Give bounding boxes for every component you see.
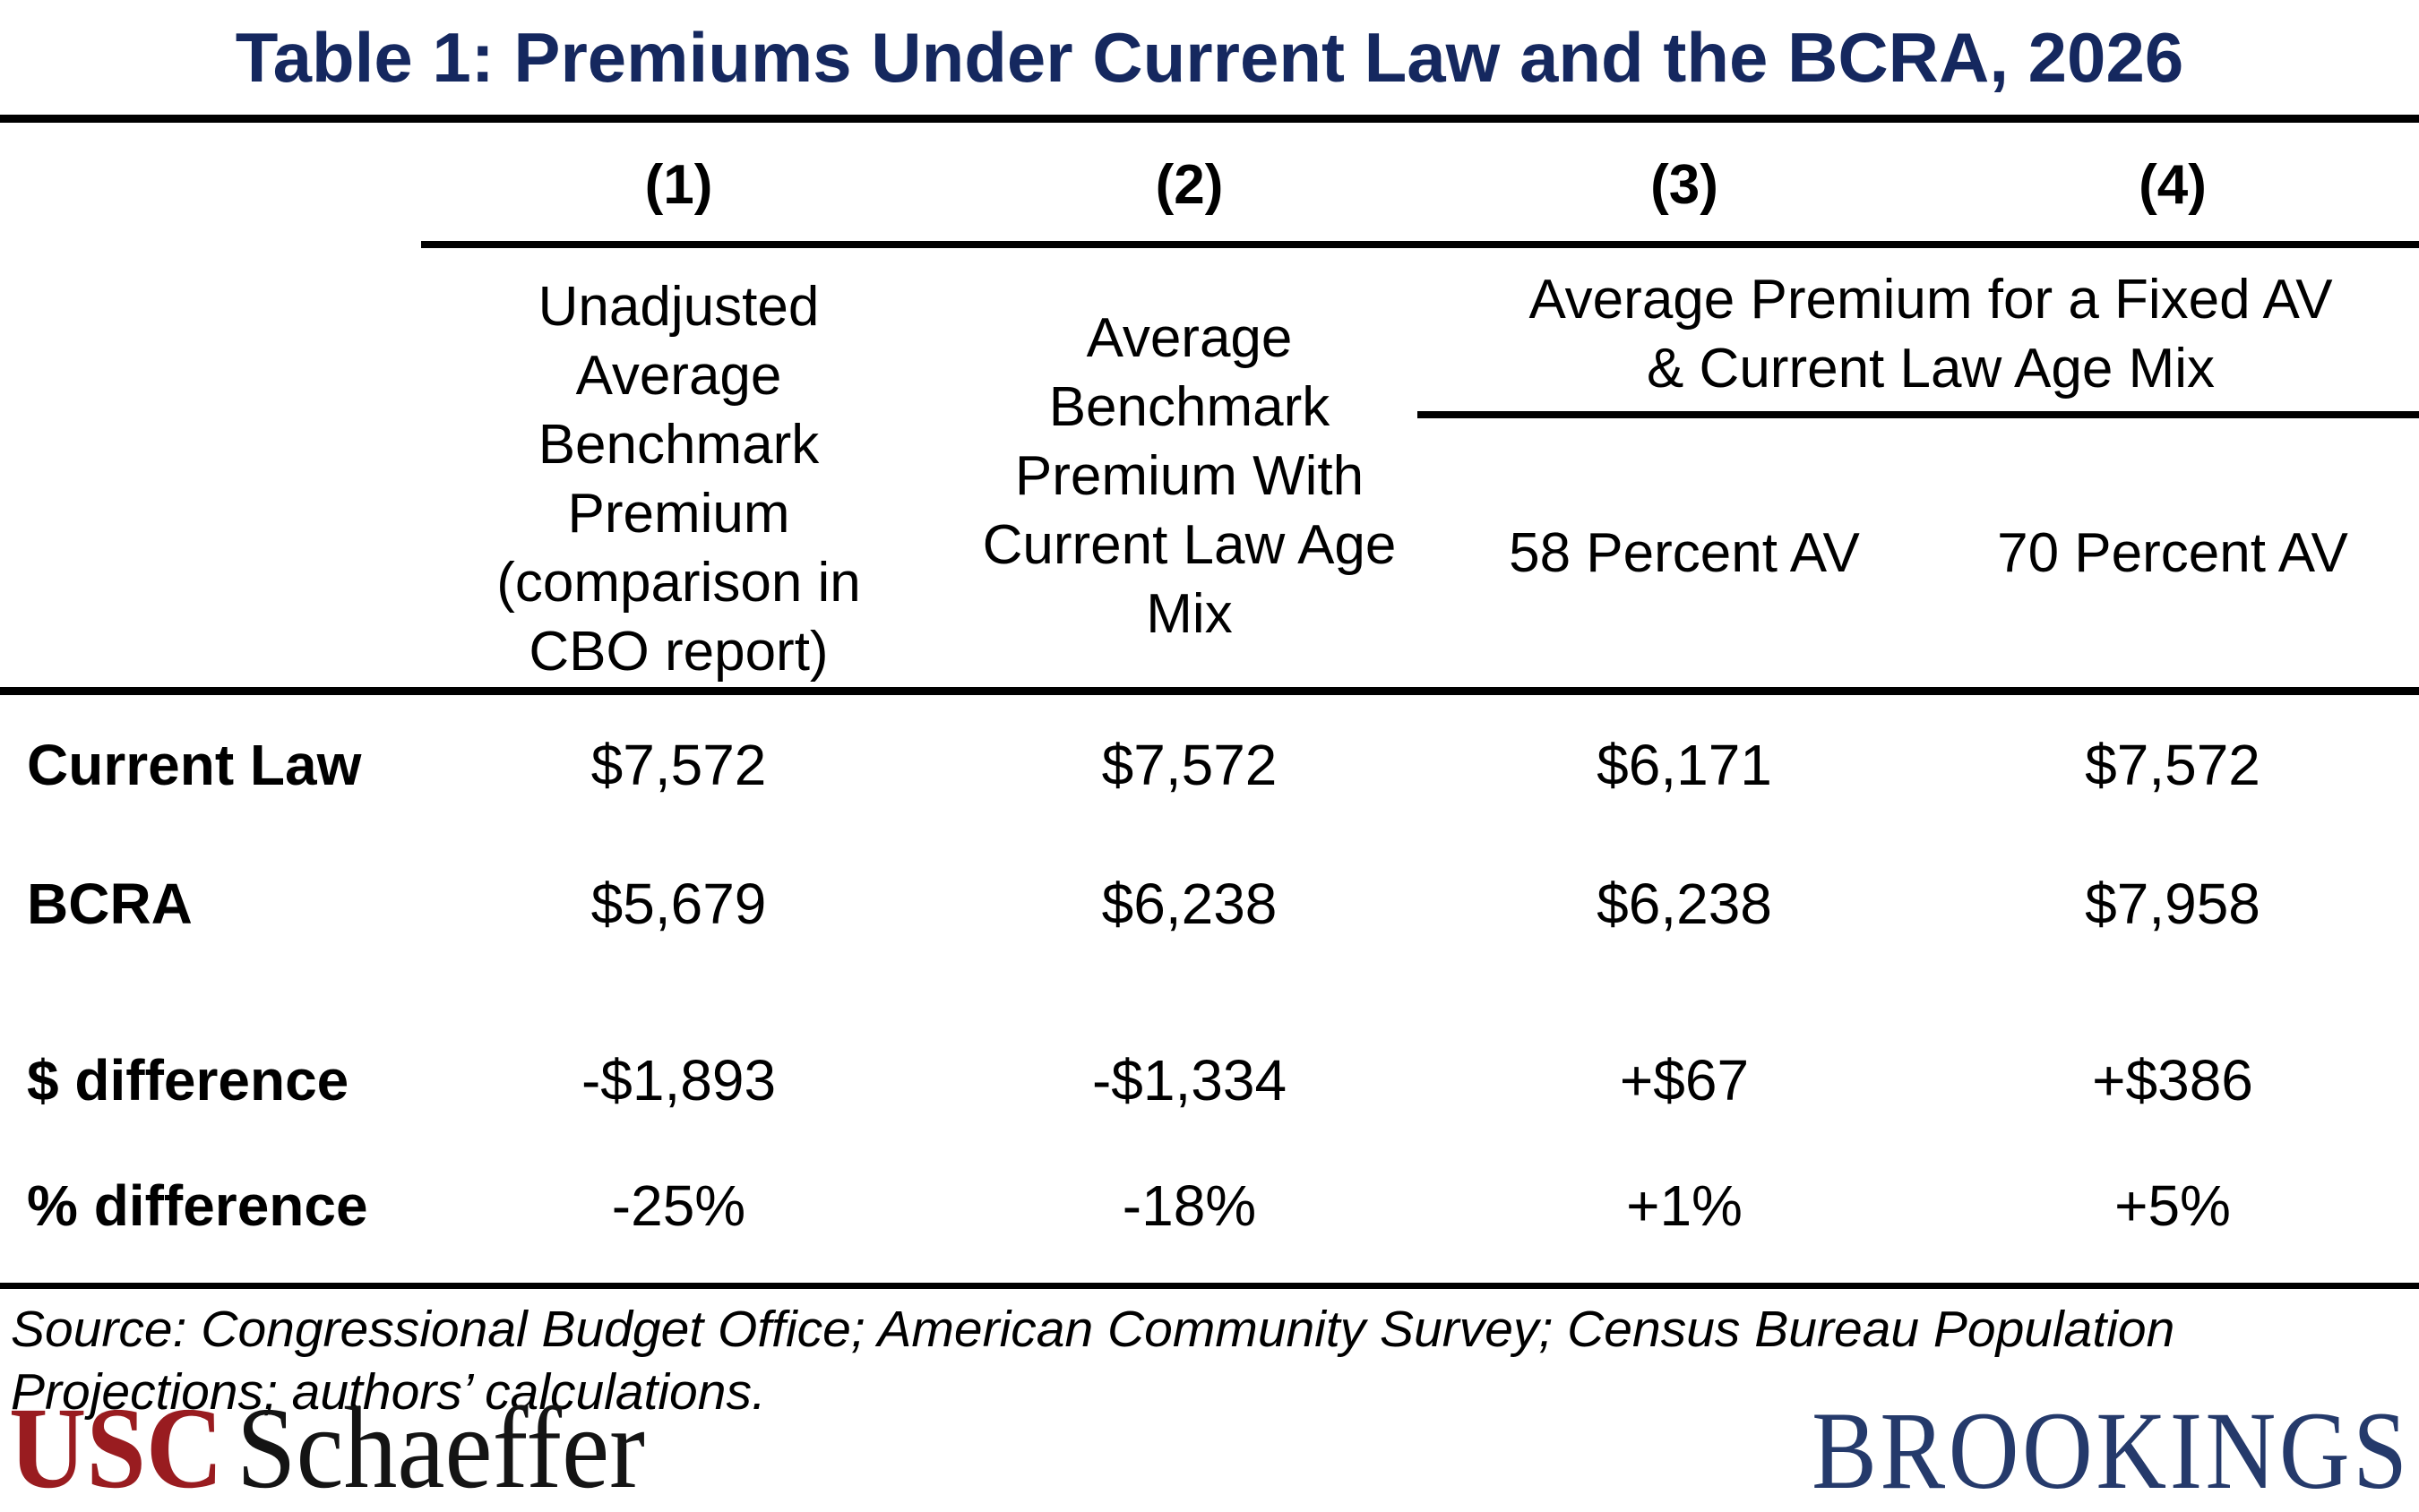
- table-row-dollar-difference: $ difference -$1,893 -$1,334 +$67 +$386: [0, 1018, 2419, 1143]
- group-header-line: Average Premium for a Fixed AV: [1528, 269, 2333, 331]
- table-row-bcra: BCRA $5,679 $6,238 $6,238 $7,958: [0, 834, 2419, 973]
- cell-value: $5,679: [590, 871, 767, 936]
- source-note: Source: Congressional Budget Office; Ame…: [0, 1289, 2419, 1423]
- schaeffer-wordmark: Schaeffer: [236, 1384, 645, 1512]
- source-note-line: Projections; authors’ calculations.: [11, 1363, 766, 1421]
- row-label: Current Law: [27, 732, 362, 797]
- column-2-header-line: Current Law Age: [982, 514, 1397, 576]
- page-title: Table 1: Premiums Under Current Law and …: [235, 17, 2184, 97]
- cell-value: +5%: [2114, 1173, 2231, 1238]
- column-3-header: 58 Percent AV: [1509, 521, 1860, 584]
- column-1-header-line: Benchmark: [538, 414, 820, 476]
- row-label: BCRA: [27, 871, 193, 936]
- cell-value: $6,171: [1597, 732, 1772, 797]
- usc-schaeffer-logo: USC Schaeffer: [9, 1390, 645, 1507]
- group-header-title: Average Premium for a Fixed AV & Current…: [1442, 248, 2419, 403]
- blank-row-spacer: [0, 973, 2419, 1018]
- group-subcolumn-labels: 58 Percent AV 70 Percent AV: [1442, 418, 2419, 687]
- column-2-header-line: Benchmark: [1048, 376, 1330, 438]
- cell-value: +$67: [1619, 1048, 1750, 1113]
- column-number-row: (1) (2) (3) (4): [0, 123, 2419, 241]
- table-row-current-law: Current Law $7,572 $7,572 $6,171 $7,572: [0, 695, 2419, 834]
- usc-wordmark: USC: [9, 1384, 224, 1512]
- cell-value: $7,572: [1101, 732, 1278, 797]
- column-2-header-line: Mix: [1146, 583, 1233, 645]
- cell-value: -$1,893: [581, 1048, 777, 1113]
- top-rule: [0, 115, 2419, 123]
- cell-value: $6,238: [1597, 871, 1772, 936]
- row-label: % difference: [27, 1173, 368, 1238]
- column-2-header: Average Benchmark Premium With Current L…: [936, 248, 1442, 687]
- header-body-divider-rule: [0, 687, 2419, 695]
- source-note-line: Source: Congressional Budget Office; Ame…: [11, 1301, 2175, 1358]
- column-1-header-line: Average: [575, 345, 782, 407]
- column-number-3: (3): [1650, 153, 1718, 216]
- column-number-1: (1): [644, 153, 713, 216]
- columns-3-4-group-header: Average Premium for a Fixed AV & Current…: [1417, 248, 2419, 687]
- column-header-underline: [421, 241, 2419, 248]
- row-label: $ difference: [27, 1048, 349, 1113]
- cell-value: $7,572: [590, 732, 767, 797]
- column-1-header: Unadjusted Average Benchmark Premium (co…: [421, 248, 936, 687]
- cell-value: -25%: [611, 1173, 746, 1238]
- cell-value: +$386: [2092, 1048, 2253, 1113]
- column-number-4: (4): [2139, 153, 2207, 216]
- cell-value: $6,238: [1101, 871, 1278, 936]
- column-1-header-line: Unadjusted: [538, 276, 820, 338]
- column-header-row: Unadjusted Average Benchmark Premium (co…: [0, 248, 2419, 687]
- column-number-2: (2): [1155, 153, 1224, 216]
- row-label-column-spacer: [0, 248, 421, 687]
- bottom-rule: [0, 1283, 2419, 1289]
- cell-value: -18%: [1122, 1173, 1257, 1238]
- column-2-header-line: Average: [1086, 307, 1293, 369]
- cell-value: $7,572: [2085, 732, 2260, 797]
- column-4-header: 70 Percent AV: [1997, 521, 2348, 584]
- cell-value: +1%: [1626, 1173, 1743, 1238]
- group-header-line: & Current Law Age Mix: [1646, 338, 2216, 399]
- column-1-header-line: (comparison in: [496, 552, 861, 614]
- brookings-logo: BROOKINGS: [1811, 1389, 2410, 1512]
- logo-footer: USC Schaeffer BROOKINGS: [9, 1390, 2410, 1507]
- column-2-header-line: Premium With: [1014, 445, 1364, 507]
- column-1-header-line: CBO report): [529, 621, 829, 683]
- table-body: Current Law $7,572 $7,572 $6,171 $7,572 …: [0, 695, 2419, 1283]
- column-1-header-line: Premium: [567, 483, 790, 545]
- group-header-underline: [1417, 411, 2419, 418]
- table-row-percent-difference: % difference -25% -18% +1% +5%: [0, 1143, 2419, 1268]
- cell-value: $7,958: [2085, 871, 2260, 936]
- cell-value: -$1,334: [1091, 1048, 1287, 1113]
